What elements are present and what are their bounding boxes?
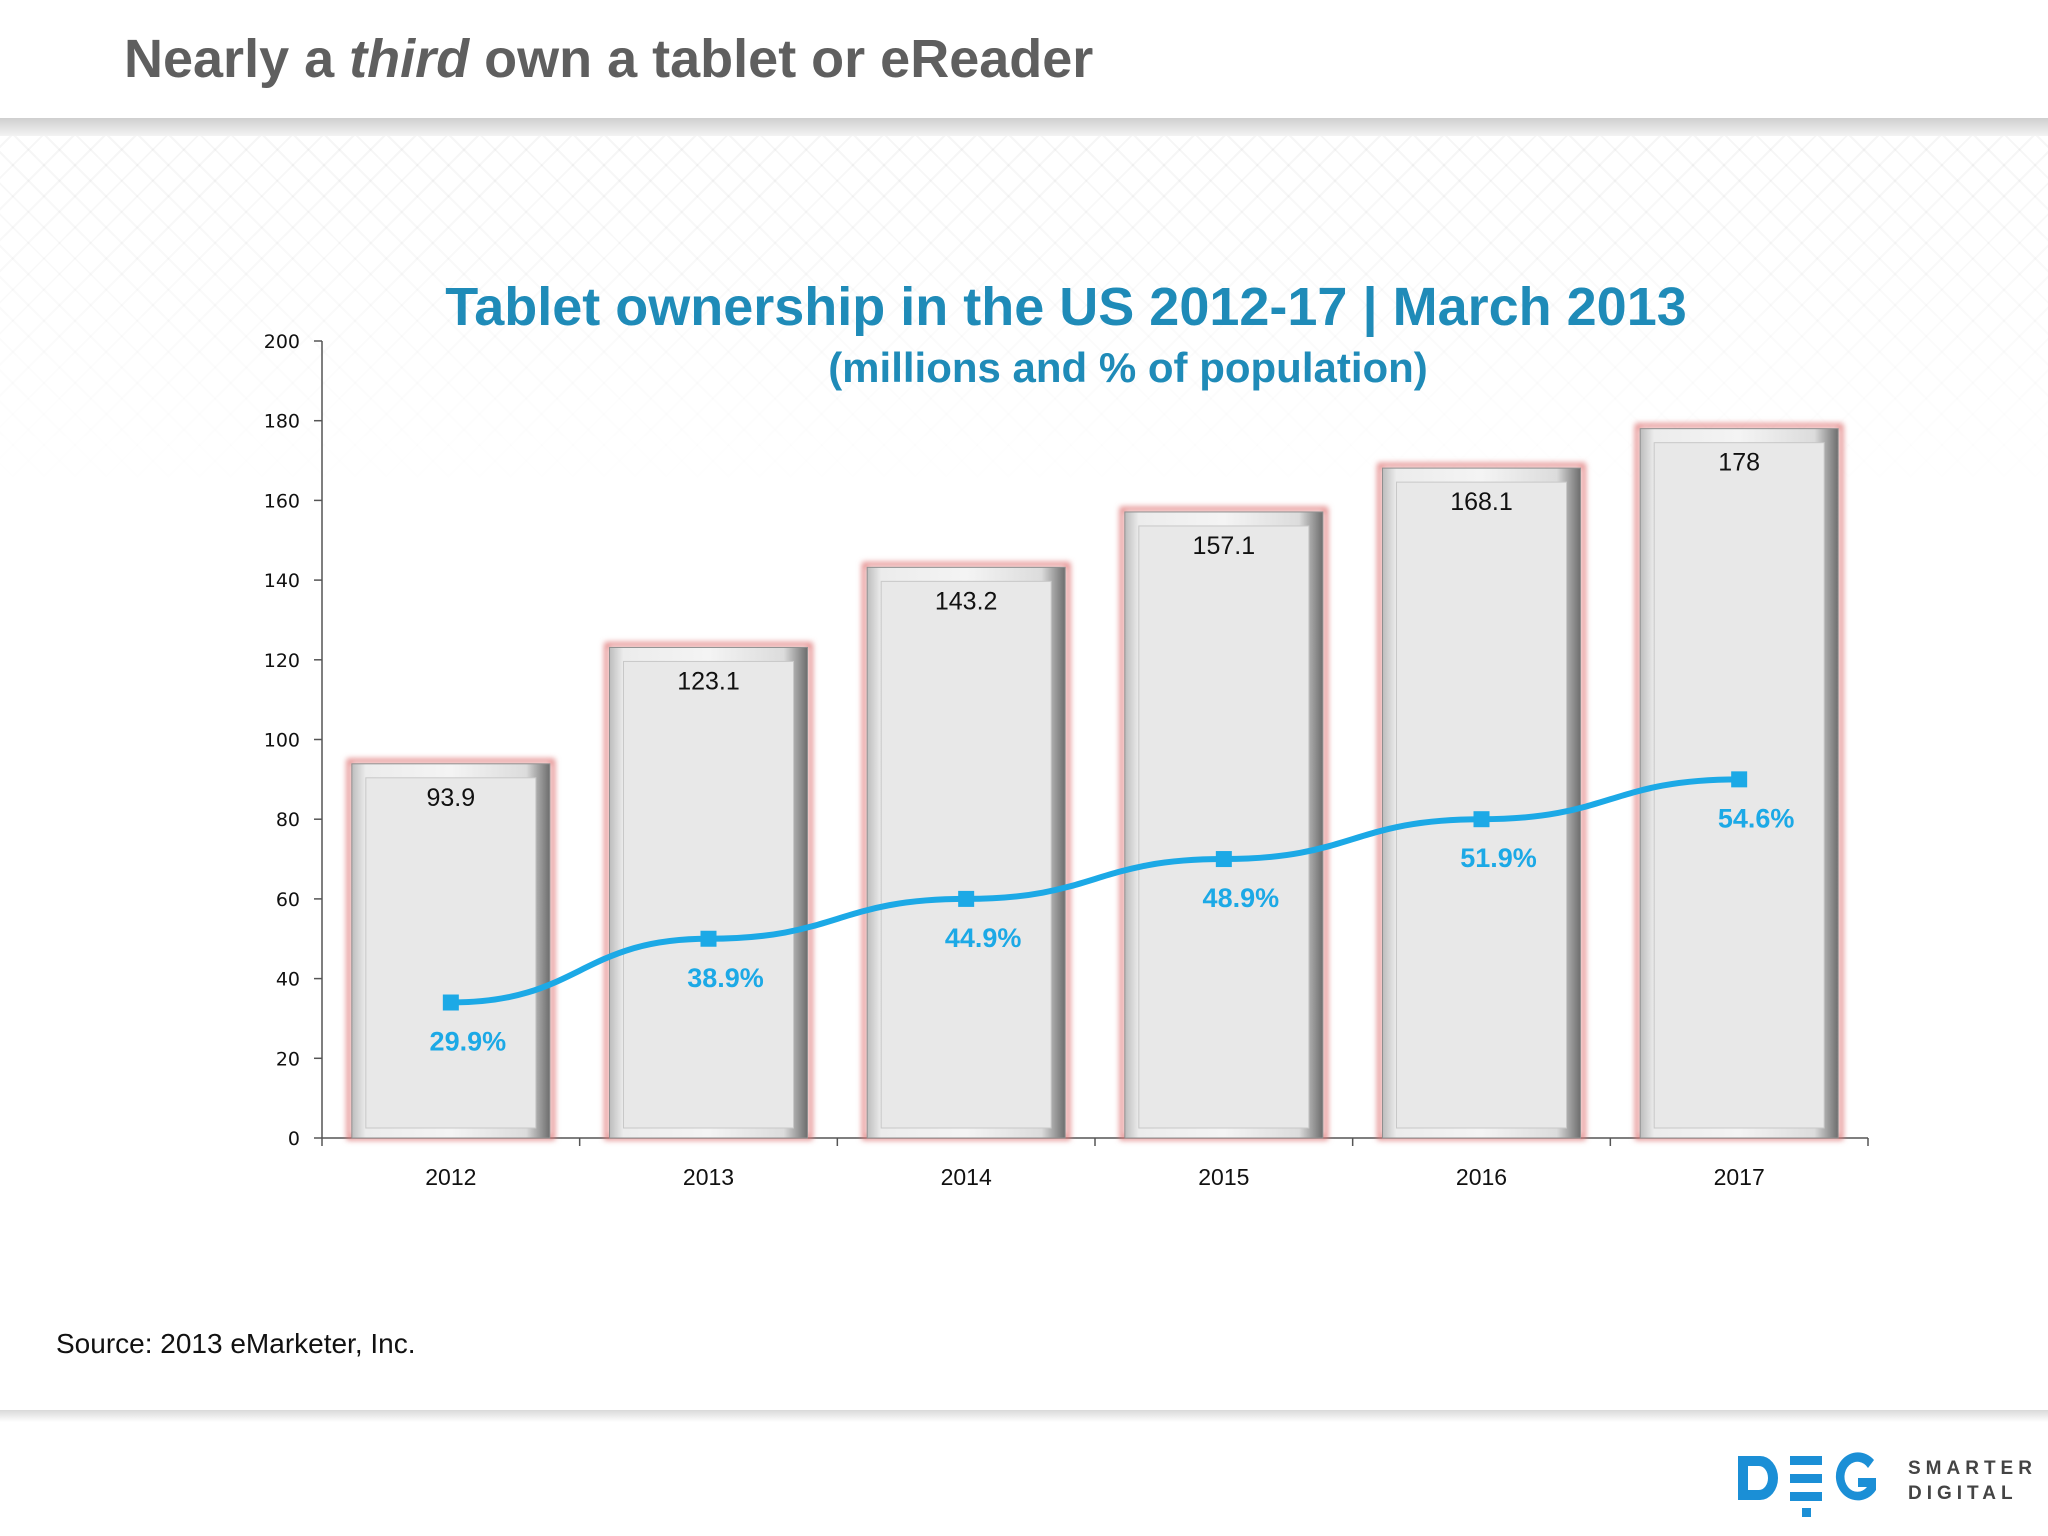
x-tick-label: 2017 — [1714, 1164, 1765, 1190]
bar-value-label: 123.1 — [677, 667, 740, 695]
x-axis: 2012 2013 2014 2015 2016 2017 — [321, 1137, 1869, 1190]
bar-face — [623, 660, 794, 1129]
y-tick-label: 160 — [264, 490, 300, 512]
bar-value-label: 168.1 — [1450, 488, 1513, 516]
percent-point — [1731, 771, 1748, 788]
slide-header: Nearly a third own a tablet or eReader — [0, 0, 2048, 118]
header-shadow — [0, 118, 2048, 136]
y-tick-label: 100 — [264, 730, 300, 752]
logo-line-1: SMARTER — [1908, 1458, 2037, 1479]
deg-logo: SMARTER DIGITAL — [1734, 1450, 2034, 1520]
y-tick-label: 140 — [264, 570, 300, 592]
percent-label: 48.9% — [1203, 883, 1280, 913]
bar-face — [1138, 525, 1310, 1129]
percent-label: 51.9% — [1460, 843, 1537, 873]
y-tick-label: 80 — [276, 809, 300, 831]
percent-point — [442, 994, 459, 1011]
source-note: Source: 2013 eMarketer, Inc. — [56, 1328, 416, 1359]
x-tick-label: 2016 — [1456, 1164, 1507, 1190]
y-tick-label: 200 — [264, 331, 300, 353]
y-tick-label: 180 — [264, 411, 300, 433]
title-part-2: own a tablet or eReader — [469, 29, 1094, 89]
title-emphasis: third — [349, 29, 470, 89]
bar-face — [1396, 481, 1567, 1129]
x-tick-label: 2013 — [683, 1164, 734, 1190]
bar-series: 93.9 123.1 143.2 157.1 168.1 178 — [346, 423, 1844, 1141]
percent-label: 54.6% — [1718, 803, 1795, 833]
bar-face — [880, 580, 1052, 1129]
x-tick-label: 2015 — [1198, 1164, 1249, 1190]
footer-divider — [0, 1410, 2048, 1422]
bar-value-label: 178 — [1718, 449, 1760, 477]
chart-title: Tablet ownership in the US 2012-17 | Mar… — [445, 277, 1687, 338]
title-part-1: Nearly a — [124, 29, 350, 89]
y-tick-label: 20 — [276, 1048, 300, 1070]
chart-subtitle: (millions and % of population) — [828, 344, 1428, 391]
bar-face — [365, 777, 537, 1129]
percent-label: 29.9% — [430, 1027, 507, 1057]
logo-tagline: SMARTER DIGITAL — [1908, 1456, 2037, 1506]
y-tick-label: 40 — [276, 969, 300, 991]
bar-value-label: 157.1 — [1193, 532, 1256, 560]
y-axis: 0 20 40 60 80 100 120 140 160 180 200 — [264, 331, 323, 1150]
percent-label: 38.9% — [687, 963, 764, 993]
percent-line-series: 29.9% 38.9% 44.9% 48.9% 51.9% 54.6% — [430, 771, 1795, 1057]
percent-point — [1473, 811, 1490, 828]
percent-line — [447, 776, 1743, 1006]
deg-logo-mark — [1738, 1452, 1876, 1517]
percent-point — [700, 930, 717, 947]
tablet-ownership-chart: Tablet ownership in the US 2012-17 | Mar… — [264, 277, 1869, 1190]
slide-title: Nearly a third own a tablet or eReader — [124, 28, 1093, 90]
y-tick-label: 0 — [288, 1128, 300, 1150]
x-tick-label: 2012 — [425, 1164, 476, 1190]
bar-value-label: 93.9 — [426, 784, 475, 812]
percent-label: 44.9% — [945, 923, 1022, 953]
bar-value-label: 143.2 — [935, 587, 998, 615]
logo-line-2: DIGITAL — [1908, 1483, 2018, 1504]
x-tick-label: 2014 — [941, 1164, 992, 1190]
y-tick-label: 120 — [264, 650, 300, 672]
percent-point — [1215, 851, 1232, 868]
percent-point — [958, 890, 975, 907]
y-tick-label: 60 — [276, 889, 300, 911]
